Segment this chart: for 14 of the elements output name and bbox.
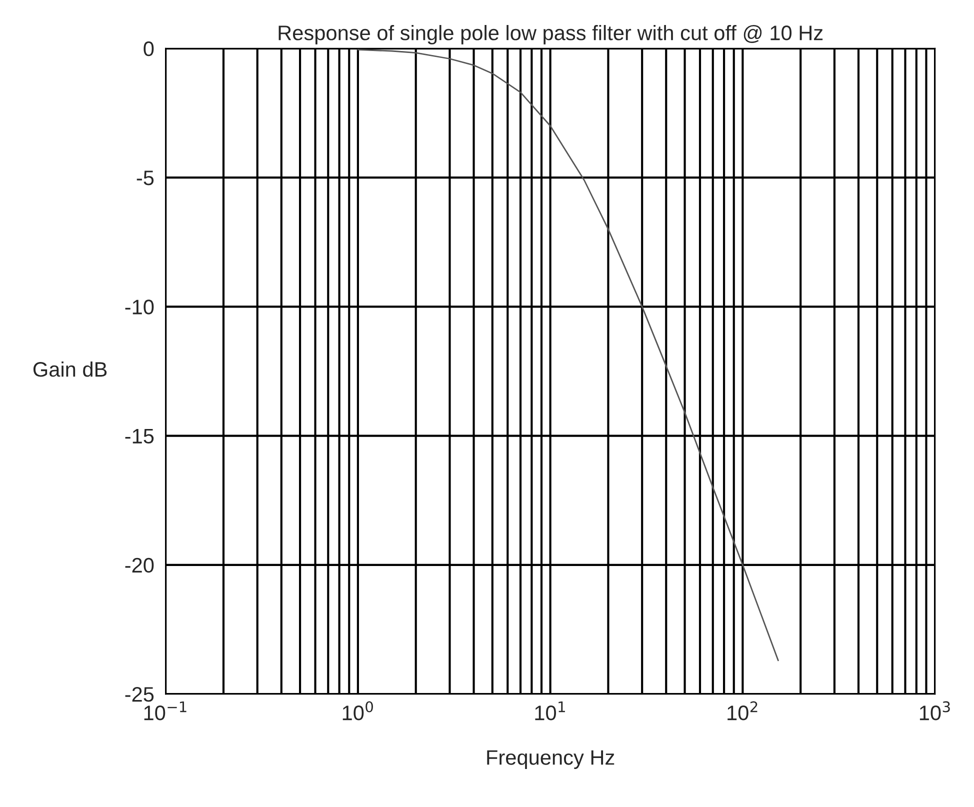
x-tick-label: 10$^{1}$	[535, 701, 565, 720]
y-tick-label: -5	[136, 170, 154, 186]
y-tick-label: 0	[144, 41, 154, 56]
x-tick-label: 10$^{−1}$	[144, 701, 186, 720]
chart-title: Response of single pole low pass filter with cut off @ 10 Hz	[278, 24, 823, 44]
x-tick-label: 10$^{0}$	[342, 701, 373, 720]
y-tick-label: -20	[125, 558, 154, 573]
x-tick-label: 10$^{2}$	[728, 701, 758, 720]
y-axis-title: Gain dB	[33, 362, 107, 377]
y-tick-label: -15	[125, 428, 154, 444]
y-tick-label: -10	[125, 300, 154, 314]
y-tick-label: -25	[125, 687, 154, 702]
x-tick-label: 10$^{3}$	[920, 701, 950, 720]
x-axis-title: Frequency Hz	[487, 750, 614, 769]
